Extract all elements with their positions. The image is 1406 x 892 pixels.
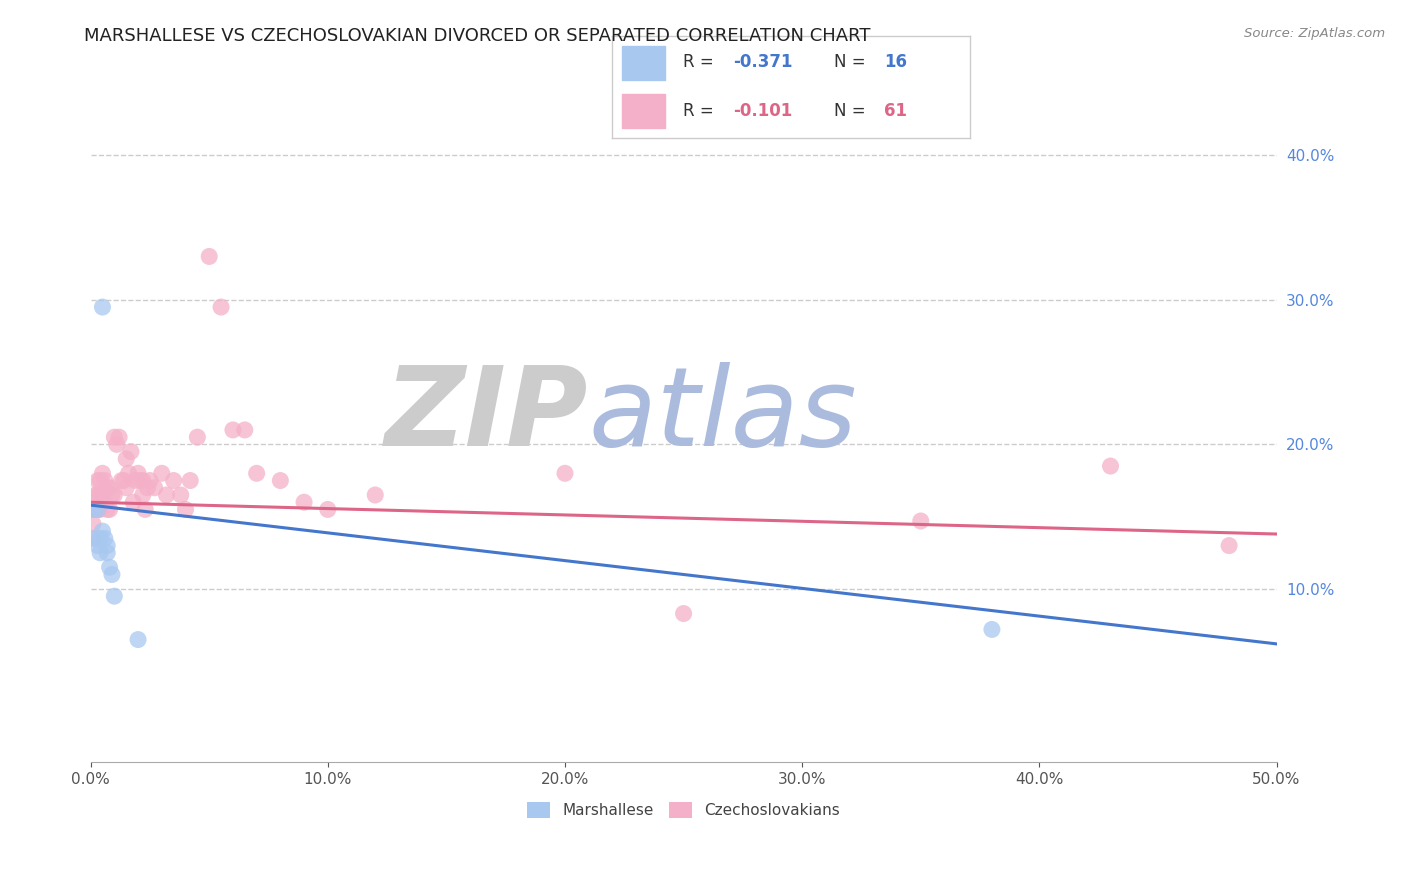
Text: R =: R =: [683, 102, 720, 120]
Text: MARSHALLESE VS CZECHOSLOVAKIAN DIVORCED OR SEPARATED CORRELATION CHART: MARSHALLESE VS CZECHOSLOVAKIAN DIVORCED …: [84, 27, 870, 45]
Point: [1218, 539, 1240, 553]
Point: [94, 495, 117, 509]
Point: [98, 502, 121, 516]
Point: [127, 467, 149, 481]
Text: -0.101: -0.101: [734, 102, 793, 120]
Point: [82, 502, 104, 516]
Point: [84, 532, 107, 546]
Point: [132, 474, 155, 488]
Point: [222, 423, 245, 437]
Text: N =: N =: [834, 54, 870, 71]
Point: [1099, 459, 1122, 474]
Point: [162, 474, 184, 488]
Text: 61: 61: [884, 102, 907, 120]
Text: -0.371: -0.371: [734, 54, 793, 71]
Text: R =: R =: [683, 54, 720, 71]
Point: [89, 502, 111, 516]
Point: [209, 300, 232, 314]
Text: Source: ZipAtlas.com: Source: ZipAtlas.com: [1244, 27, 1385, 40]
Point: [554, 467, 576, 481]
Point: [91, 524, 114, 538]
Point: [246, 467, 269, 481]
Point: [98, 560, 121, 574]
Point: [125, 474, 148, 488]
Point: [87, 488, 110, 502]
Point: [108, 430, 131, 444]
Point: [82, 516, 104, 531]
Text: N =: N =: [834, 102, 870, 120]
Bar: [623, 45, 665, 79]
Point: [82, 502, 104, 516]
Point: [150, 467, 173, 481]
Point: [127, 632, 149, 647]
Point: [129, 474, 152, 488]
Point: [910, 514, 932, 528]
Point: [82, 532, 104, 546]
Point: [170, 488, 193, 502]
Point: [87, 474, 110, 488]
Point: [96, 546, 118, 560]
Point: [143, 481, 166, 495]
Point: [112, 474, 135, 488]
Point: [103, 430, 125, 444]
Text: atlas: atlas: [589, 362, 858, 469]
Point: [89, 532, 111, 546]
Point: [96, 502, 118, 516]
Point: [292, 495, 315, 509]
Point: [101, 488, 124, 502]
Point: [84, 502, 107, 516]
Point: [122, 495, 145, 509]
Point: [136, 481, 159, 495]
Point: [103, 589, 125, 603]
Point: [134, 502, 156, 516]
Point: [120, 444, 142, 458]
Point: [115, 451, 138, 466]
Point: [87, 502, 110, 516]
Point: [96, 539, 118, 553]
Point: [89, 546, 111, 560]
Point: [364, 488, 387, 502]
Point: [139, 474, 162, 488]
Point: [980, 623, 1002, 637]
Point: [89, 474, 111, 488]
Point: [117, 467, 139, 481]
Point: [110, 474, 132, 488]
Point: [87, 502, 110, 516]
Point: [115, 481, 138, 495]
Point: [96, 481, 118, 495]
Point: [105, 437, 128, 451]
Point: [186, 430, 208, 444]
Point: [132, 488, 155, 502]
Bar: [623, 95, 665, 128]
Point: [94, 474, 117, 488]
Point: [91, 467, 114, 481]
Point: [103, 488, 125, 502]
Text: 16: 16: [884, 54, 907, 71]
Point: [179, 474, 201, 488]
Text: ZIP: ZIP: [385, 362, 589, 469]
Point: [155, 488, 177, 502]
Point: [233, 423, 256, 437]
Point: [269, 474, 291, 488]
Point: [101, 567, 124, 582]
Point: [87, 539, 110, 553]
Point: [174, 502, 197, 516]
Point: [198, 250, 221, 264]
Point: [91, 488, 114, 502]
Point: [316, 502, 339, 516]
Point: [94, 532, 117, 546]
Point: [84, 488, 107, 502]
Legend: Marshallese, Czechoslovakians: Marshallese, Czechoslovakians: [522, 796, 846, 824]
Point: [98, 481, 121, 495]
Point: [672, 607, 695, 621]
Point: [91, 300, 114, 314]
Point: [89, 488, 111, 502]
